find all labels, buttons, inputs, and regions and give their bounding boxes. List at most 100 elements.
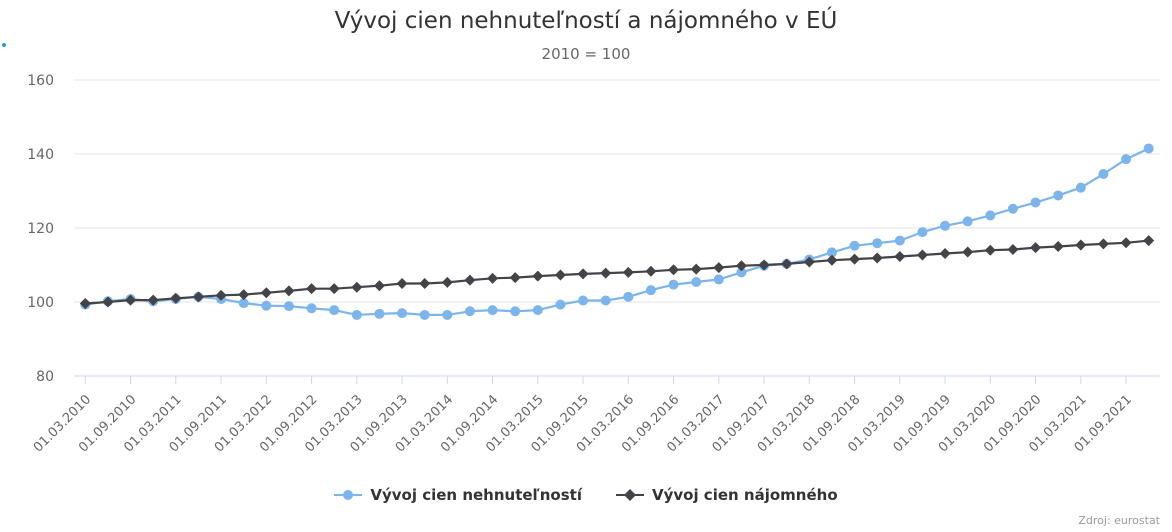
diamond-marker-icon (615, 489, 644, 501)
data-point-series-1 (577, 268, 589, 280)
data-point-series-0 (713, 274, 724, 285)
data-point-series-1 (962, 246, 974, 258)
data-point-series-1 (102, 296, 114, 308)
data-point-series-0 (1030, 197, 1041, 208)
data-point-series-0 (487, 305, 498, 316)
data-point-series-0 (1143, 143, 1154, 154)
data-point-series-0 (1121, 154, 1132, 165)
data-point-series-1 (419, 278, 431, 289)
data-point-series-1 (713, 262, 725, 274)
data-point-series-1 (125, 294, 137, 306)
data-point-series-1 (849, 253, 861, 265)
data-point-series-0 (645, 285, 656, 296)
data-point-series-1 (916, 249, 928, 261)
data-point-series-0 (555, 299, 566, 310)
data-point-series-1 (826, 254, 838, 266)
data-point-series-0 (510, 306, 521, 317)
menu-indicator-dot (2, 43, 6, 47)
data-point-series-1 (1143, 235, 1155, 247)
data-point-series-1 (283, 285, 295, 297)
data-point-series-0 (578, 295, 589, 306)
line-chart: 8010012014016001.03.201001.09.201001.03.… (27, 73, 1160, 455)
data-point-series-1 (645, 265, 657, 277)
chart-title: Vývoj cien nehnuteľností a nájomného v E… (334, 8, 838, 34)
data-point-series-1 (396, 278, 408, 289)
data-point-series-1 (690, 263, 702, 275)
data-point-series-0 (849, 240, 860, 251)
y-tick-label: 140 (27, 147, 54, 163)
data-point-series-0 (940, 220, 951, 231)
data-point-series-0 (1007, 203, 1018, 214)
data-point-series-1 (600, 267, 612, 279)
data-point-series-1 (1097, 238, 1109, 250)
data-point-series-0 (397, 308, 408, 319)
data-point-series-1 (939, 248, 951, 260)
data-point-series-0 (1053, 190, 1064, 201)
data-point-series-0 (261, 300, 272, 311)
chart-subtitle: 2010 = 100 (541, 45, 631, 63)
legend: Vývoj cien nehnuteľností Vývoj cien nájo… (0, 486, 1172, 504)
legend-item-series-1[interactable]: Vývoj cien nájomného (615, 486, 838, 504)
data-point-series-0 (238, 298, 249, 309)
data-point-series-0 (691, 277, 702, 288)
legend-label-series-1: Vývoj cien nájomného (651, 486, 838, 504)
data-point-series-1 (622, 266, 634, 278)
y-tick-label: 120 (27, 221, 54, 237)
data-point-series-0 (962, 216, 973, 227)
data-point-series-1 (441, 276, 453, 288)
data-point-series-0 (351, 309, 362, 320)
data-point-series-1 (1030, 242, 1042, 254)
data-point-series-0 (374, 308, 385, 319)
data-point-series-0 (283, 301, 294, 312)
data-point-series-0 (329, 305, 340, 316)
data-point-series-0 (419, 309, 430, 320)
data-point-series-1 (554, 269, 566, 281)
data-point-series-1 (509, 272, 521, 284)
data-point-series-1 (781, 258, 793, 270)
data-point-series-1 (758, 259, 770, 271)
data-point-series-1 (192, 291, 204, 303)
data-point-series-0 (872, 238, 883, 249)
data-point-series-1 (79, 297, 91, 309)
data-point-series-1 (871, 252, 883, 264)
data-point-series-1 (735, 260, 747, 272)
data-point-series-1 (464, 274, 476, 286)
data-point-series-0 (442, 309, 453, 320)
data-point-series-0 (668, 279, 679, 290)
data-point-series-1 (373, 280, 385, 292)
data-point-series-1 (1120, 237, 1132, 249)
data-point-series-0 (600, 295, 611, 306)
y-tick-label: 80 (36, 369, 54, 385)
data-point-series-1 (260, 287, 272, 299)
data-point-series-1 (487, 272, 499, 284)
data-point-series-1 (215, 289, 227, 301)
data-point-series-0 (826, 247, 837, 258)
data-point-series-0 (894, 235, 905, 246)
data-point-series-1 (306, 283, 318, 295)
data-point-series-0 (532, 305, 543, 316)
data-point-series-0 (1075, 182, 1086, 193)
data-point-series-0 (623, 291, 634, 302)
data-point-series-0 (1098, 168, 1109, 179)
data-point-series-0 (464, 306, 475, 317)
data-point-series-0 (306, 303, 317, 314)
source-credit: Zdroj: eurostat (1078, 514, 1160, 527)
y-tick-label: 100 (27, 295, 54, 311)
data-point-series-1 (1075, 239, 1087, 251)
data-point-series-1 (147, 294, 159, 306)
legend-item-series-0[interactable]: Vývoj cien nehnuteľností (334, 486, 582, 504)
data-point-series-1 (238, 289, 250, 301)
data-point-series-1 (170, 292, 182, 304)
data-point-series-1 (984, 244, 996, 256)
data-point-series-0 (917, 227, 928, 238)
series-line-0 (85, 147, 1150, 316)
data-point-series-1 (328, 283, 340, 295)
data-point-series-1 (1052, 241, 1064, 252)
data-point-series-1 (351, 281, 363, 293)
data-point-series-1 (894, 250, 906, 262)
data-point-series-1 (532, 270, 544, 282)
circle-marker-icon (334, 490, 363, 500)
data-point-series-1 (803, 256, 815, 268)
y-tick-label: 160 (27, 73, 54, 89)
